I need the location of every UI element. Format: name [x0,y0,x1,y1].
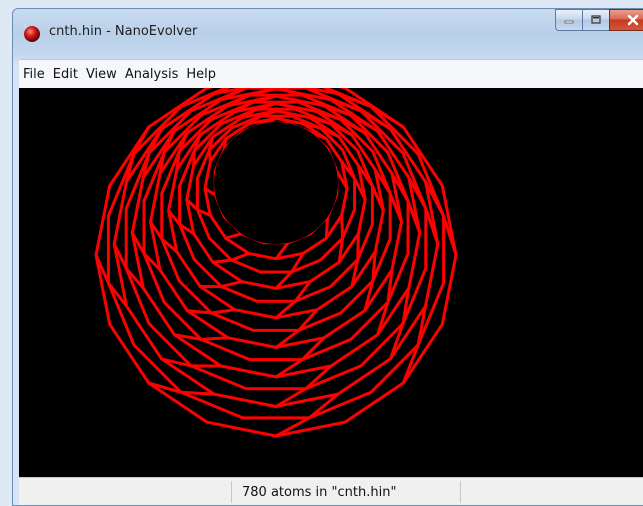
nanotube-bond [424,180,445,217]
nanotube-ring [195,114,357,274]
nanotube-bond [424,208,440,245]
nanotube-bond [221,280,243,289]
menu-file[interactable]: File [23,66,45,82]
nanotube-bond [386,269,394,303]
nanotube-bond [212,258,232,264]
nanotube-bond [274,270,293,290]
nanotube-ring [167,102,385,320]
nanotube-bond [94,254,110,284]
nanotube-bond [174,333,202,341]
nanotube-bond [357,164,374,187]
nanotube-bond [275,329,300,349]
nanotube-bond [350,259,360,287]
nanotube-bond [290,252,305,273]
nanotube-bore [214,122,338,244]
menu-view[interactable]: View [85,66,117,82]
nanotube-bond [142,252,162,271]
status-pane-left [19,481,232,503]
nanotube-bond [130,232,146,255]
close-button[interactable] [609,9,643,31]
title-bar[interactable]: cnth.hin - NanoEvolver [13,9,643,59]
nanotube-bond [230,252,250,262]
nanotube-bond [371,251,377,282]
nanotube-bond [274,241,290,260]
nanotube-bond [180,390,215,396]
nanotube-ring [124,88,428,391]
minimize-icon [564,20,574,24]
nanotube-bond [337,237,345,263]
nanotube-bond [167,209,181,226]
menu-bar: File Edit View Analysis Help [19,59,643,88]
nanotube-bond [275,358,304,379]
nanotube-ring [112,88,440,408]
nanotube-bond [416,305,427,346]
nanotube-bond [304,364,333,390]
nanotube-bond [308,392,339,420]
nanotube-ring [106,88,446,420]
nanotube-bond [125,153,136,183]
nanotube-bond [125,267,145,289]
nanotube-bond [160,237,178,253]
nanotube-bond [149,220,164,240]
nanotube-bond [185,198,199,211]
maximize-icon [591,15,601,24]
molecule-viewport[interactable] [19,88,643,477]
nanotube-bond [107,282,128,308]
nanotube-bond [401,344,420,384]
minimize-button[interactable] [555,9,582,31]
maximize-button[interactable] [582,9,609,31]
nanotube-bond [201,336,229,341]
status-atom-count: 780 atoms in "cnth.hin" [242,485,397,500]
nanotube-bond [373,168,392,195]
nanotube-bond [275,387,307,408]
nanotube-bond [187,309,212,315]
app-icon[interactable] [22,23,42,43]
menu-analysis[interactable]: Analysis [124,66,179,82]
nanotube-ring [149,94,403,349]
app-window: cnth.hin - NanoEvolver File Edit [12,8,643,506]
status-bar: 780 atoms in "cnth.hin" [19,477,643,505]
nanotube-bond [353,177,367,201]
nanotube-bond [225,232,243,240]
nanotube-bond [340,160,356,180]
nanotube-wireframe[interactable] [19,88,643,477]
caption-buttons [555,9,643,31]
nanotube-bond [340,215,345,239]
nanotube-bond [301,336,326,361]
nanotube-bond [401,287,411,324]
nanotube-bond [275,416,311,438]
nanotube-bond [324,216,330,239]
nanotube-bond [407,176,428,210]
nanotube-bond [148,381,182,394]
nanotube-bond [388,323,405,360]
menu-edit[interactable]: Edit [52,66,78,82]
nanotube-ring [94,88,458,438]
nanotube-bond [335,170,349,190]
nanotube-bond [275,300,297,319]
nanotube-bond [406,200,422,234]
nanotube-bond [297,308,319,332]
nanotube-bond [178,223,195,235]
nanotube-ring [142,93,410,362]
nanotube-bond [442,215,458,256]
nanotube-bond [196,208,211,217]
nanotube-bonds [94,88,458,438]
nanotube-bond [161,357,192,368]
status-divider [460,481,461,503]
window-title: cnth.hin - NanoEvolver [49,24,198,39]
close-icon [627,14,639,26]
nanotube-bond [294,280,312,303]
nanotube-bond [363,280,375,311]
nanotube-bond [204,187,216,197]
nanotube-bond [112,243,128,269]
nanotube-bond [371,185,385,212]
nanotube-bond [376,301,390,336]
nanotube-bond [390,172,410,202]
menu-help[interactable]: Help [186,66,217,82]
nanotube-bond [211,308,236,315]
nanotube-bond [388,192,403,223]
nanotube-bond [356,233,360,260]
nanotube-ring [160,100,392,332]
